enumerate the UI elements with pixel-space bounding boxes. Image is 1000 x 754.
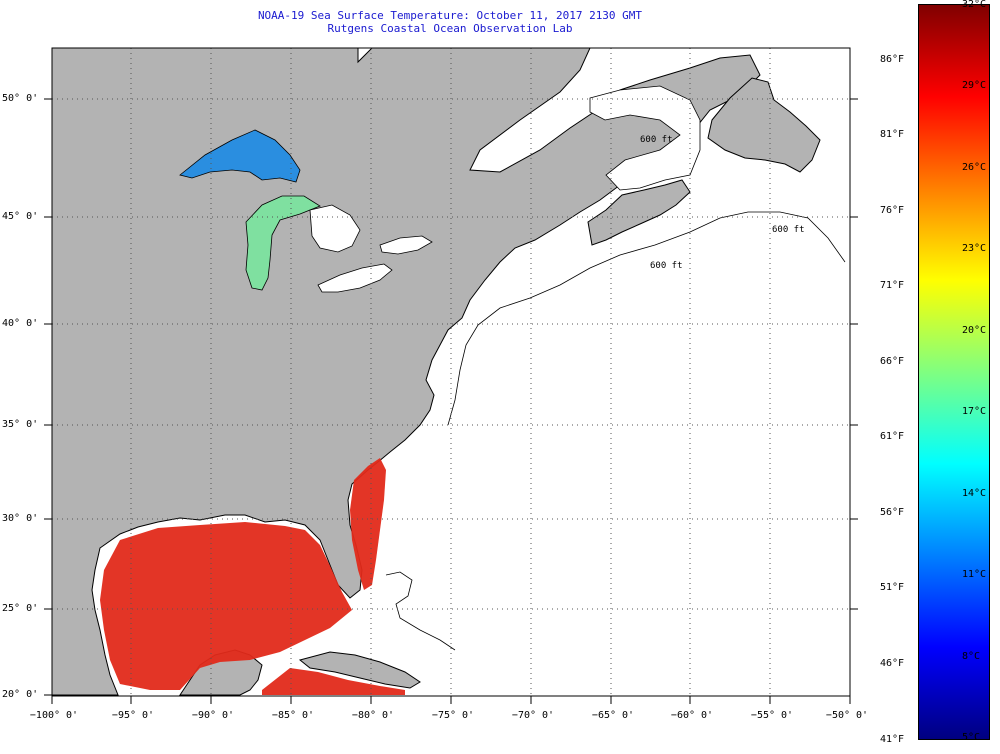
celsius-label: 11°C bbox=[962, 569, 987, 580]
celsius-label: 8°C bbox=[962, 651, 981, 662]
longitude-label: −80° 0' bbox=[351, 710, 395, 721]
nova-scotia-land bbox=[587, 179, 691, 246]
longitude-label: −95° 0' bbox=[111, 710, 155, 721]
fahrenheit-label: 81°F bbox=[880, 129, 905, 140]
contour-label: 600 ft bbox=[640, 135, 673, 145]
latitude-label: 50° 0' bbox=[2, 93, 39, 104]
longitude-label: −65° 0' bbox=[591, 710, 635, 721]
longitude-label: −75° 0' bbox=[431, 710, 475, 721]
fahrenheit-label: 71°F bbox=[880, 280, 905, 291]
fahrenheit-label: 76°F bbox=[880, 205, 905, 216]
longitude-label: −50° 0' bbox=[825, 710, 869, 721]
north-america-land bbox=[51, 47, 761, 696]
gulf-stream-sst bbox=[350, 458, 386, 590]
latitude-label: 20° 0' bbox=[2, 689, 39, 700]
fahrenheit-label: 61°F bbox=[880, 431, 905, 442]
shelf-contour-600ft bbox=[447, 211, 846, 426]
fahrenheit-label: 51°F bbox=[880, 582, 905, 593]
celsius-label: 14°C bbox=[962, 488, 987, 499]
lake-michigan bbox=[245, 195, 321, 291]
celsius-label: 23°C bbox=[962, 243, 987, 254]
lake-erie bbox=[317, 263, 393, 293]
fahrenheit-label: 56°F bbox=[880, 507, 905, 518]
axis-ticks bbox=[44, 98, 858, 704]
map-title: NOAA-19 Sea Surface Temperature: October… bbox=[257, 9, 643, 22]
cuba-land bbox=[298, 651, 421, 689]
celsius-label: 29°C bbox=[962, 80, 987, 91]
celsius-label: 32°C bbox=[962, 0, 987, 10]
longitude-label: −55° 0' bbox=[750, 710, 794, 721]
longitude-label: −90° 0' bbox=[191, 710, 235, 721]
latitude-label: 40° 0' bbox=[2, 318, 39, 329]
longitude-label: −100° 0' bbox=[29, 710, 79, 721]
longitude-label: −85° 0' bbox=[271, 710, 315, 721]
celsius-label: 20°C bbox=[962, 325, 987, 336]
bahamas-outline bbox=[385, 571, 456, 651]
fahrenheit-label: 41°F bbox=[880, 734, 905, 745]
contour-label: 600 ft bbox=[772, 225, 805, 235]
graticule bbox=[52, 48, 850, 696]
contour-label: 600 ft bbox=[650, 261, 683, 271]
longitude-label: −70° 0' bbox=[511, 710, 555, 721]
latitude-label: 30° 0' bbox=[2, 513, 39, 524]
latitude-label: 45° 0' bbox=[2, 211, 39, 222]
lake-ontario bbox=[379, 235, 433, 255]
gulf-of-mexico-sst bbox=[100, 522, 352, 690]
lake-superior bbox=[179, 129, 301, 183]
celsius-label: 26°C bbox=[962, 162, 987, 173]
fahrenheit-label: 46°F bbox=[880, 658, 905, 669]
fahrenheit-label: 66°F bbox=[880, 356, 905, 367]
celsius-label: 17°C bbox=[962, 406, 987, 417]
temperature-colorbar bbox=[918, 4, 990, 740]
fahrenheit-label: 86°F bbox=[880, 54, 905, 65]
map-subtitle: Rutgens Coastal Ocean Observation Lab bbox=[327, 22, 573, 35]
latitude-label: 25° 0' bbox=[2, 603, 39, 614]
longitude-label: −60° 0' bbox=[670, 710, 714, 721]
latitude-label: 35° 0' bbox=[2, 419, 39, 430]
gulf-st-lawrence bbox=[589, 85, 701, 191]
celsius-label: 5°C bbox=[962, 732, 981, 743]
caribbean-sst bbox=[262, 668, 405, 695]
newfoundland-land bbox=[707, 77, 821, 173]
